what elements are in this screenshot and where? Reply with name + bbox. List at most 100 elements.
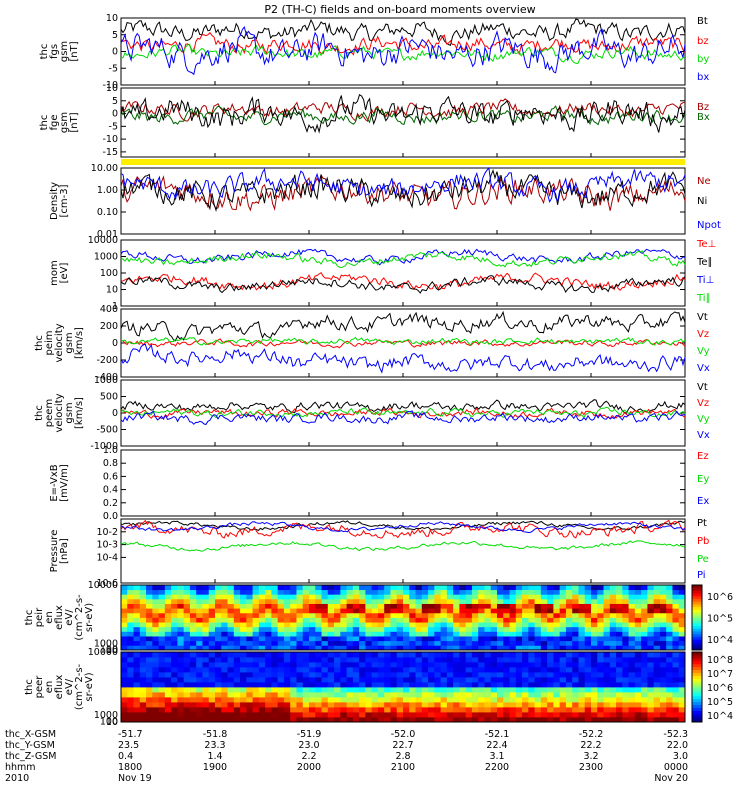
- y-tick-label: 0: [112, 338, 118, 349]
- spectrogram-cell: [327, 677, 335, 683]
- spectrogram-cell: [302, 682, 310, 688]
- spectrogram-cell: [359, 717, 366, 723]
- spectrogram-cell: [446, 603, 454, 609]
- spectrogram-cell: [340, 652, 347, 658]
- spectrogram-cell: [503, 717, 510, 723]
- spectrogram-cell: [252, 640, 260, 646]
- spectrogram-cell: [227, 645, 235, 651]
- spectrogram-cell: [133, 677, 141, 683]
- spectrogram-cell: [277, 692, 285, 698]
- spectrogram-cell: [515, 692, 523, 698]
- spectrogram-cell: [189, 707, 197, 713]
- spectrogram-cell: [622, 682, 629, 688]
- spectrogram-cell: [515, 697, 523, 703]
- spectrogram-cell: [183, 622, 191, 628]
- spectrogram-cell: [428, 687, 435, 693]
- spectrogram-cell: [371, 617, 379, 623]
- spectrogram-cell: [471, 662, 479, 668]
- spectrogram-cell: [591, 677, 598, 683]
- spectrogram-cell: [365, 677, 373, 683]
- spectrogram-cell: [152, 667, 159, 673]
- spectrogram-cell: [315, 617, 322, 623]
- spectrogram-cell: [515, 662, 523, 668]
- spectrogram-cell: [653, 717, 661, 723]
- spectrogram-cell: [572, 672, 579, 678]
- spectrogram-cell: [609, 667, 617, 673]
- spectrogram-cell: [453, 692, 460, 698]
- spectrogram-cell: [484, 608, 492, 614]
- spectrogram-cell: [421, 640, 429, 646]
- spectrogram-cell: [509, 657, 517, 663]
- spectrogram-cell: [265, 622, 272, 628]
- spectrogram-cell: [659, 677, 667, 683]
- legend-label: bz: [697, 36, 709, 47]
- spectrogram-cell: [634, 622, 642, 628]
- spectrogram-cell: [659, 657, 667, 663]
- spectrogram-cell: [384, 603, 391, 609]
- spectrogram-cell: [465, 612, 473, 618]
- series-line-Pi: [120, 521, 686, 534]
- y-axis-label: [nT]: [69, 112, 80, 132]
- y-axis-label: eV/: [64, 678, 75, 695]
- x-axis-row-label: hhmm: [5, 762, 36, 773]
- spectrogram-cell: [534, 707, 542, 713]
- spectrogram-cell: [465, 603, 473, 609]
- spectrogram-cell: [183, 594, 191, 600]
- spectrogram-cell: [240, 594, 247, 600]
- spectrogram-cell: [240, 667, 247, 673]
- legend-label: Ne: [697, 176, 711, 187]
- spectrogram-cell: [616, 640, 623, 646]
- spectrogram-cell: [127, 697, 134, 703]
- spectrogram-cell: [283, 585, 291, 591]
- spectrogram-cell: [365, 640, 373, 646]
- spectrogram-cell: [359, 682, 366, 688]
- spectrogram-cell: [559, 594, 567, 600]
- spectrogram-cell: [641, 697, 648, 703]
- spectrogram-cell: [265, 636, 272, 642]
- colorbar-cell: [692, 633, 702, 637]
- spectrogram-cell: [283, 702, 291, 708]
- spectrogram-cell: [572, 640, 579, 646]
- spectrogram-cell: [189, 677, 197, 683]
- colorbar-cell: [692, 620, 702, 624]
- spectrogram-cell: [327, 585, 335, 591]
- spectrogram-cell: [409, 589, 416, 595]
- spectrogram-cell: [252, 589, 260, 595]
- y-tick-label: 0: [112, 408, 118, 419]
- spectrogram-cell: [559, 657, 567, 663]
- spectrogram-cell: [415, 667, 423, 673]
- spectrogram-cell: [321, 589, 329, 595]
- spectrogram-cell: [221, 662, 228, 668]
- legend-label: bx: [697, 72, 709, 83]
- spectrogram-cell: [634, 589, 642, 595]
- spectrogram-cell: [327, 589, 335, 595]
- spectrogram-cell: [478, 636, 485, 642]
- spectrogram-cell: [221, 677, 228, 683]
- spectrogram-cell: [352, 672, 360, 678]
- spectrogram-cell: [490, 612, 498, 618]
- spectrogram-cell: [609, 612, 617, 618]
- spectrogram-cell: [246, 692, 253, 698]
- spectrogram-cell: [572, 612, 579, 618]
- spectrogram-cell: [171, 717, 178, 723]
- spectrogram-cell: [553, 585, 561, 591]
- spectrogram-cell: [540, 589, 548, 595]
- spectrogram-cell: [634, 667, 642, 673]
- spectrogram-cell: [215, 697, 222, 703]
- spectrogram-cell: [622, 636, 629, 642]
- spectrogram-cell: [277, 594, 285, 600]
- spectrogram-cell: [534, 712, 542, 718]
- spectrogram-cell: [490, 652, 498, 658]
- spectrogram-cell: [647, 692, 655, 698]
- spectrogram-cell: [415, 598, 423, 604]
- spectrogram-cell: [121, 585, 128, 591]
- spectrogram-cell: [659, 598, 667, 604]
- spectrogram-cell: [403, 707, 410, 713]
- spectrogram-cell: [490, 603, 498, 609]
- spectrogram-cell: [290, 672, 297, 678]
- spectrogram-cell: [434, 603, 441, 609]
- spectrogram-cell: [396, 682, 404, 688]
- spectrogram-cell: [465, 645, 473, 651]
- spectrogram-cell: [121, 626, 128, 632]
- spectrogram-cell: [634, 702, 642, 708]
